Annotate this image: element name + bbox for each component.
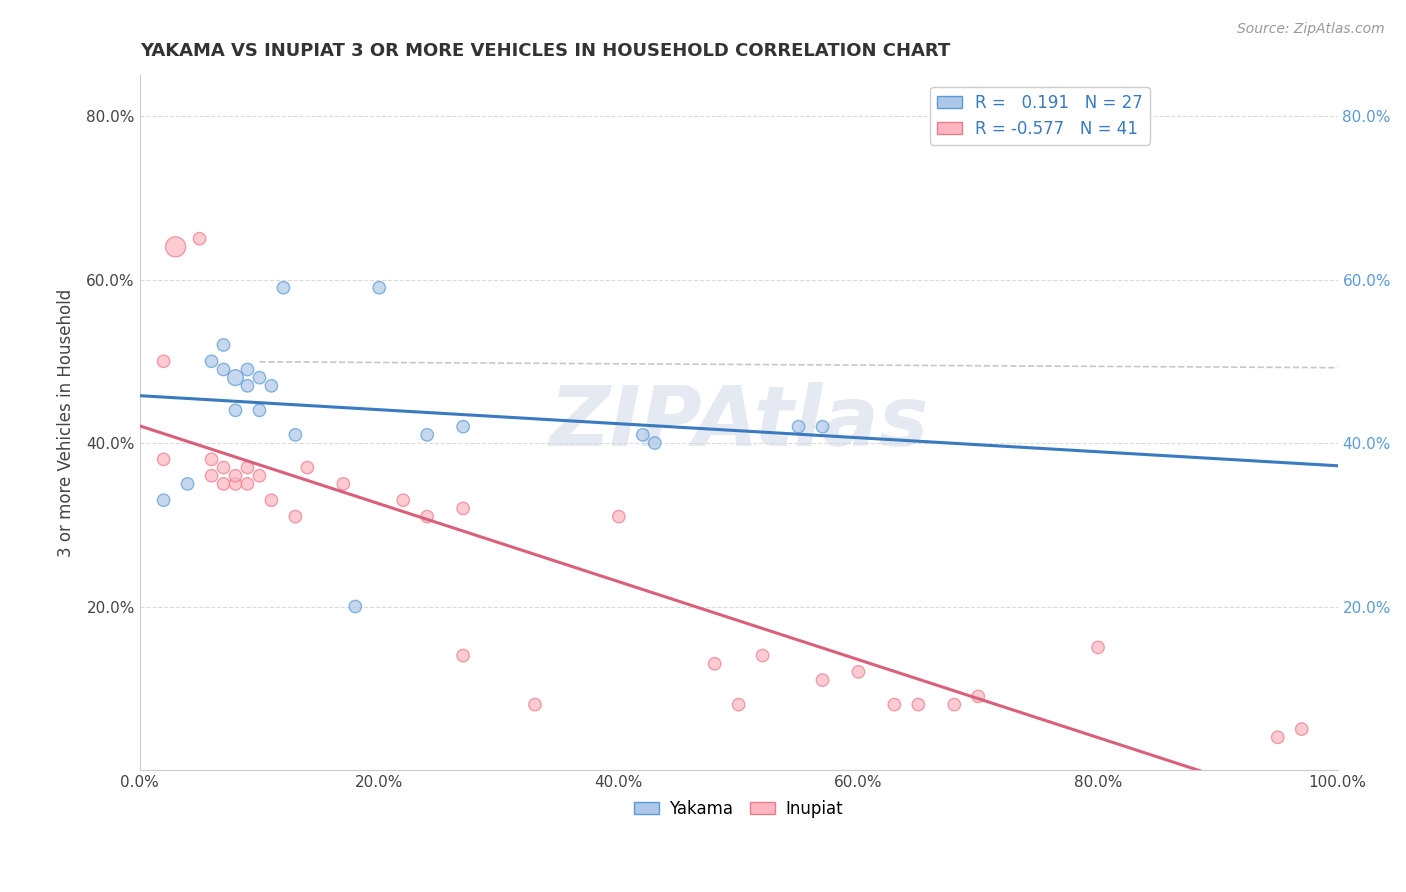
- Point: [224, 468, 246, 483]
- Point: [165, 240, 187, 254]
- Point: [176, 476, 198, 491]
- Point: [224, 370, 246, 384]
- Point: [631, 428, 654, 442]
- Point: [249, 468, 271, 483]
- Y-axis label: 3 or more Vehicles in Household: 3 or more Vehicles in Household: [58, 288, 75, 557]
- Point: [188, 232, 211, 246]
- Point: [249, 370, 271, 384]
- Point: [883, 698, 905, 712]
- Point: [284, 509, 307, 524]
- Point: [236, 476, 259, 491]
- Point: [1291, 722, 1313, 736]
- Point: [212, 338, 235, 352]
- Point: [297, 460, 319, 475]
- Point: [249, 403, 271, 417]
- Point: [787, 419, 810, 434]
- Point: [943, 698, 966, 712]
- Point: [260, 493, 283, 508]
- Point: [416, 509, 439, 524]
- Point: [392, 493, 415, 508]
- Point: [751, 648, 773, 663]
- Point: [344, 599, 367, 614]
- Point: [368, 281, 391, 295]
- Text: Source: ZipAtlas.com: Source: ZipAtlas.com: [1237, 22, 1385, 37]
- Point: [152, 354, 174, 368]
- Point: [260, 379, 283, 393]
- Point: [703, 657, 725, 671]
- Point: [236, 460, 259, 475]
- Point: [848, 665, 870, 679]
- Point: [811, 673, 834, 687]
- Point: [332, 476, 354, 491]
- Point: [907, 698, 929, 712]
- Point: [224, 476, 246, 491]
- Text: YAKAMA VS INUPIAT 3 OR MORE VEHICLES IN HOUSEHOLD CORRELATION CHART: YAKAMA VS INUPIAT 3 OR MORE VEHICLES IN …: [139, 42, 950, 60]
- Point: [200, 468, 222, 483]
- Point: [152, 452, 174, 467]
- Point: [200, 452, 222, 467]
- Point: [224, 403, 246, 417]
- Point: [212, 476, 235, 491]
- Point: [416, 428, 439, 442]
- Point: [200, 354, 222, 368]
- Point: [212, 460, 235, 475]
- Legend: Yakama, Inupiat: Yakama, Inupiat: [628, 793, 849, 824]
- Point: [967, 690, 990, 704]
- Point: [727, 698, 749, 712]
- Point: [1087, 640, 1109, 655]
- Point: [236, 362, 259, 376]
- Point: [152, 493, 174, 508]
- Point: [236, 379, 259, 393]
- Point: [451, 501, 474, 516]
- Point: [607, 509, 630, 524]
- Point: [811, 419, 834, 434]
- Point: [1267, 731, 1289, 745]
- Point: [644, 436, 666, 450]
- Point: [273, 281, 295, 295]
- Point: [451, 419, 474, 434]
- Point: [451, 648, 474, 663]
- Text: ZIPAtlas: ZIPAtlas: [548, 382, 928, 463]
- Point: [212, 362, 235, 376]
- Point: [524, 698, 547, 712]
- Point: [284, 428, 307, 442]
